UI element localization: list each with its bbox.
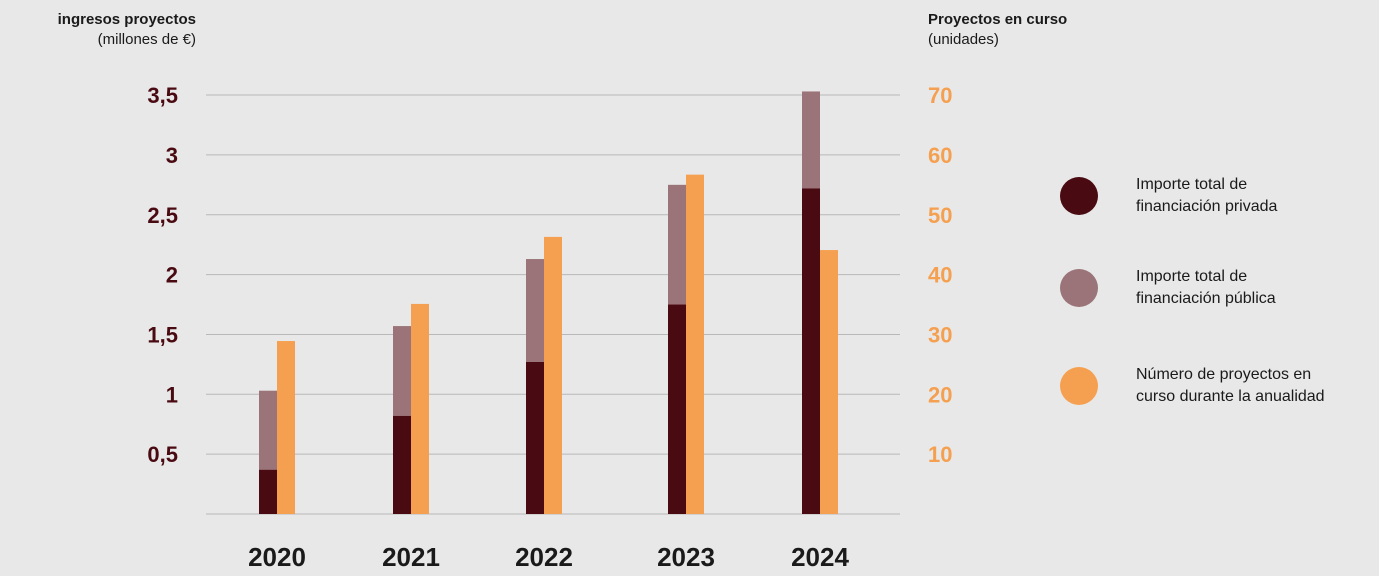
legend-item-public: Importe total de financiación pública (1060, 266, 1379, 310)
bar-private-2024 (802, 188, 820, 514)
legend-label-projects: Número de proyectos en curso durante la … (1136, 366, 1325, 405)
bar-public-2022 (526, 259, 544, 362)
right-tick-label: 10 (928, 442, 952, 467)
bar-public-2021 (393, 326, 411, 416)
x-tick-label: 2020 (248, 542, 306, 572)
x-tick-label: 2024 (791, 542, 849, 572)
x-tick-label: 2023 (657, 542, 715, 572)
bar-private-2023 (668, 304, 686, 514)
legend-label-private: Importe total de financiación privada (1136, 176, 1278, 215)
right-tick-label: 40 (928, 263, 952, 288)
bar-public-2024 (802, 91, 820, 189)
legend-swatch-projects (1060, 367, 1098, 405)
x-tick-label: 2022 (515, 542, 573, 572)
right-tick-label: 60 (928, 143, 952, 168)
bar-private-2020 (259, 469, 277, 514)
right-axis-title: Proyectos en curso (unidades) (928, 10, 1067, 50)
left-tick-label: 2,5 (147, 203, 178, 228)
bar-projects-2021 (411, 303, 429, 514)
bar-projects-2024 (820, 250, 838, 514)
x-tick-label: 2021 (382, 542, 440, 572)
right-tick-label: 70 (928, 83, 952, 108)
right-tick-label: 50 (928, 203, 952, 228)
left-tick-label: 1,5 (147, 322, 178, 347)
legend-swatch-public (1060, 269, 1098, 307)
legend-item-private: Importe total de financiación privada (1060, 174, 1379, 218)
left-axis-unit: (millones de €) (97, 31, 196, 48)
bar-public-2023 (668, 184, 686, 305)
right-tick-label: 20 (928, 382, 952, 407)
legend-label-public: Importe total de financiación pública (1136, 268, 1276, 307)
left-tick-label: 1 (166, 382, 178, 407)
bar-chart: 0,5 1 1,5 2 2,5 3 3,5 10 20 30 40 50 60 70 2020 2021 202… (147, 83, 952, 572)
left-tick-label: 0,5 (147, 442, 178, 467)
left-tick-label: 3,5 (147, 83, 178, 108)
right-axis-title-text: Proyectos en curso (928, 11, 1068, 28)
legend-swatch-private (1060, 177, 1098, 215)
bar-public-2020 (259, 390, 277, 470)
left-axis-title: ingresos proyectos (millones de €) (0, 10, 196, 50)
legend-item-projects: Número de proyectos en curso durante la … (1060, 364, 1379, 408)
right-axis-unit: (unidades) (928, 31, 999, 48)
bar-projects-2023 (686, 174, 704, 514)
bar-private-2022 (526, 361, 544, 514)
bar-projects-2020 (277, 341, 295, 514)
bar-private-2021 (393, 415, 411, 514)
left-axis-title-text: ingresos proyectos (57, 11, 196, 28)
right-tick-label: 30 (928, 322, 952, 347)
left-tick-label: 3 (166, 143, 178, 168)
left-tick-label: 2 (166, 263, 178, 288)
bar-projects-2022 (544, 236, 562, 514)
